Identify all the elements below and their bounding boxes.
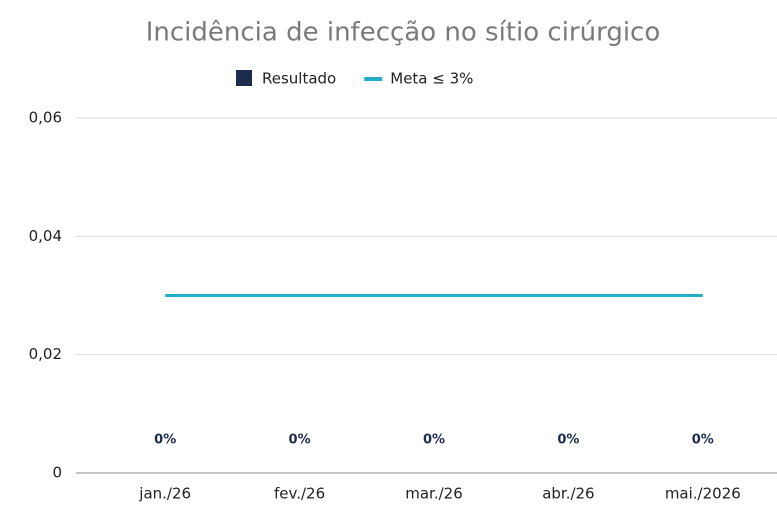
- y-tick-label: 0,02: [29, 345, 62, 363]
- y-tick-label: 0,04: [29, 227, 62, 245]
- data-label: 0%: [557, 433, 579, 448]
- legend-label: Meta ≤ 3%: [390, 70, 473, 88]
- x-tick-label: jan./26: [138, 485, 191, 503]
- data-label: 0%: [692, 433, 714, 448]
- legend-swatch: [364, 77, 383, 81]
- legend-label: Resultado: [262, 70, 336, 88]
- data-label: 0%: [423, 433, 445, 448]
- y-tick-label: 0,06: [29, 109, 62, 127]
- x-tick-label: mar./26: [405, 485, 463, 503]
- x-tick-label: fev./26: [274, 485, 325, 503]
- data-label: 0%: [154, 433, 176, 448]
- legend-swatch: [236, 70, 252, 86]
- x-tick-label: mai./2026: [665, 485, 741, 503]
- chart-title: Incidência de infecção no sítio cirúrgic…: [146, 18, 661, 48]
- data-label: 0%: [289, 433, 311, 448]
- x-tick-label: abr./26: [542, 485, 594, 503]
- y-tick-label: 0: [52, 464, 62, 482]
